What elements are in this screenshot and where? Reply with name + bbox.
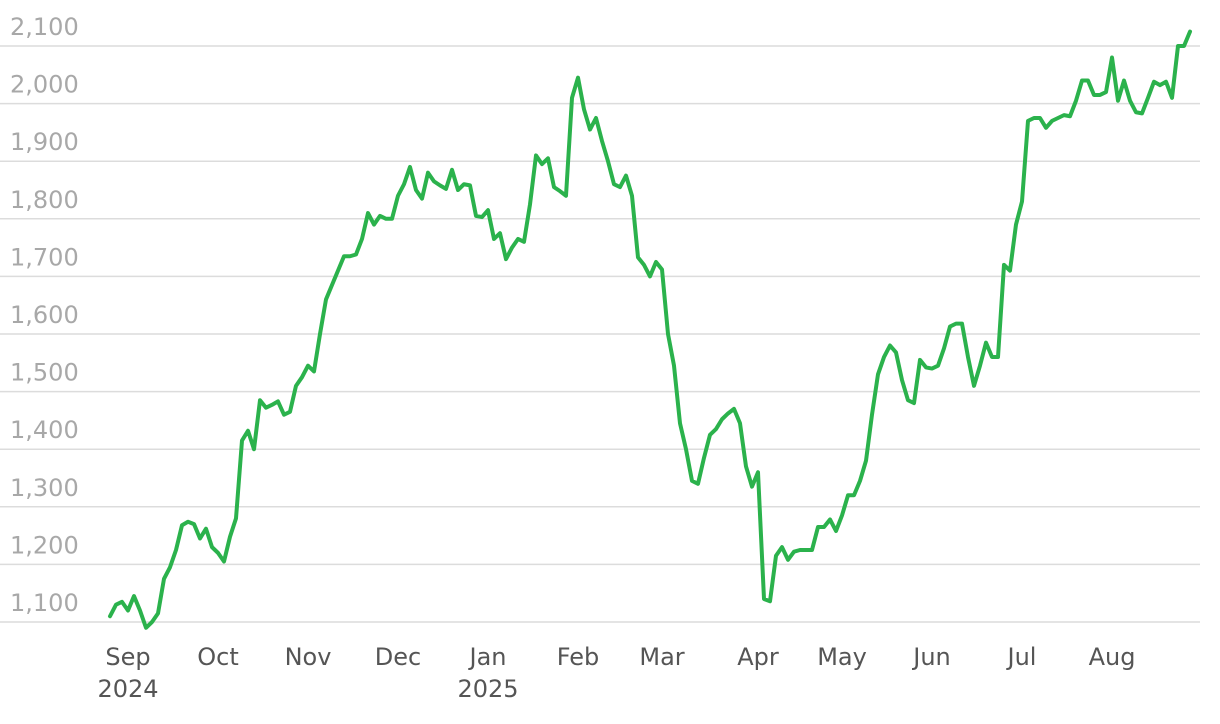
x-tick-label: Jun — [911, 643, 951, 671]
x-tick-label: Nov — [285, 643, 332, 671]
y-tick-label: 2,000 — [10, 71, 79, 99]
y-tick-label: 1,100 — [10, 589, 79, 617]
y-tick-label: 2,100 — [10, 13, 79, 41]
y-tick-label: 1,300 — [10, 474, 79, 502]
y-tick-label: 1,500 — [10, 359, 79, 387]
y-tick-label: 1,600 — [10, 301, 79, 329]
x-tick-sublabel: 2024 — [97, 675, 158, 703]
y-tick-label: 1,700 — [10, 243, 79, 271]
y-tick-label: 1,800 — [10, 186, 79, 214]
x-tick-label: Apr — [737, 643, 779, 671]
y-tick-label: 1,200 — [10, 531, 79, 559]
price-line — [108, 29, 1192, 630]
x-tick-label: Jan — [468, 643, 507, 671]
x-tick-label: Oct — [197, 643, 239, 671]
x-tick-label: Sep — [105, 643, 150, 671]
x-tick-label: Aug — [1089, 643, 1136, 671]
y-tick-label: 1,400 — [10, 416, 79, 444]
x-tick-label: Feb — [557, 643, 600, 671]
x-tick-label: Jul — [1006, 643, 1037, 671]
x-tick-label: Mar — [639, 643, 684, 671]
x-tick-label: May — [817, 643, 867, 671]
x-tick-sublabel: 2025 — [457, 675, 518, 703]
y-tick-label: 1,900 — [10, 128, 79, 156]
x-tick-label: Dec — [375, 643, 421, 671]
